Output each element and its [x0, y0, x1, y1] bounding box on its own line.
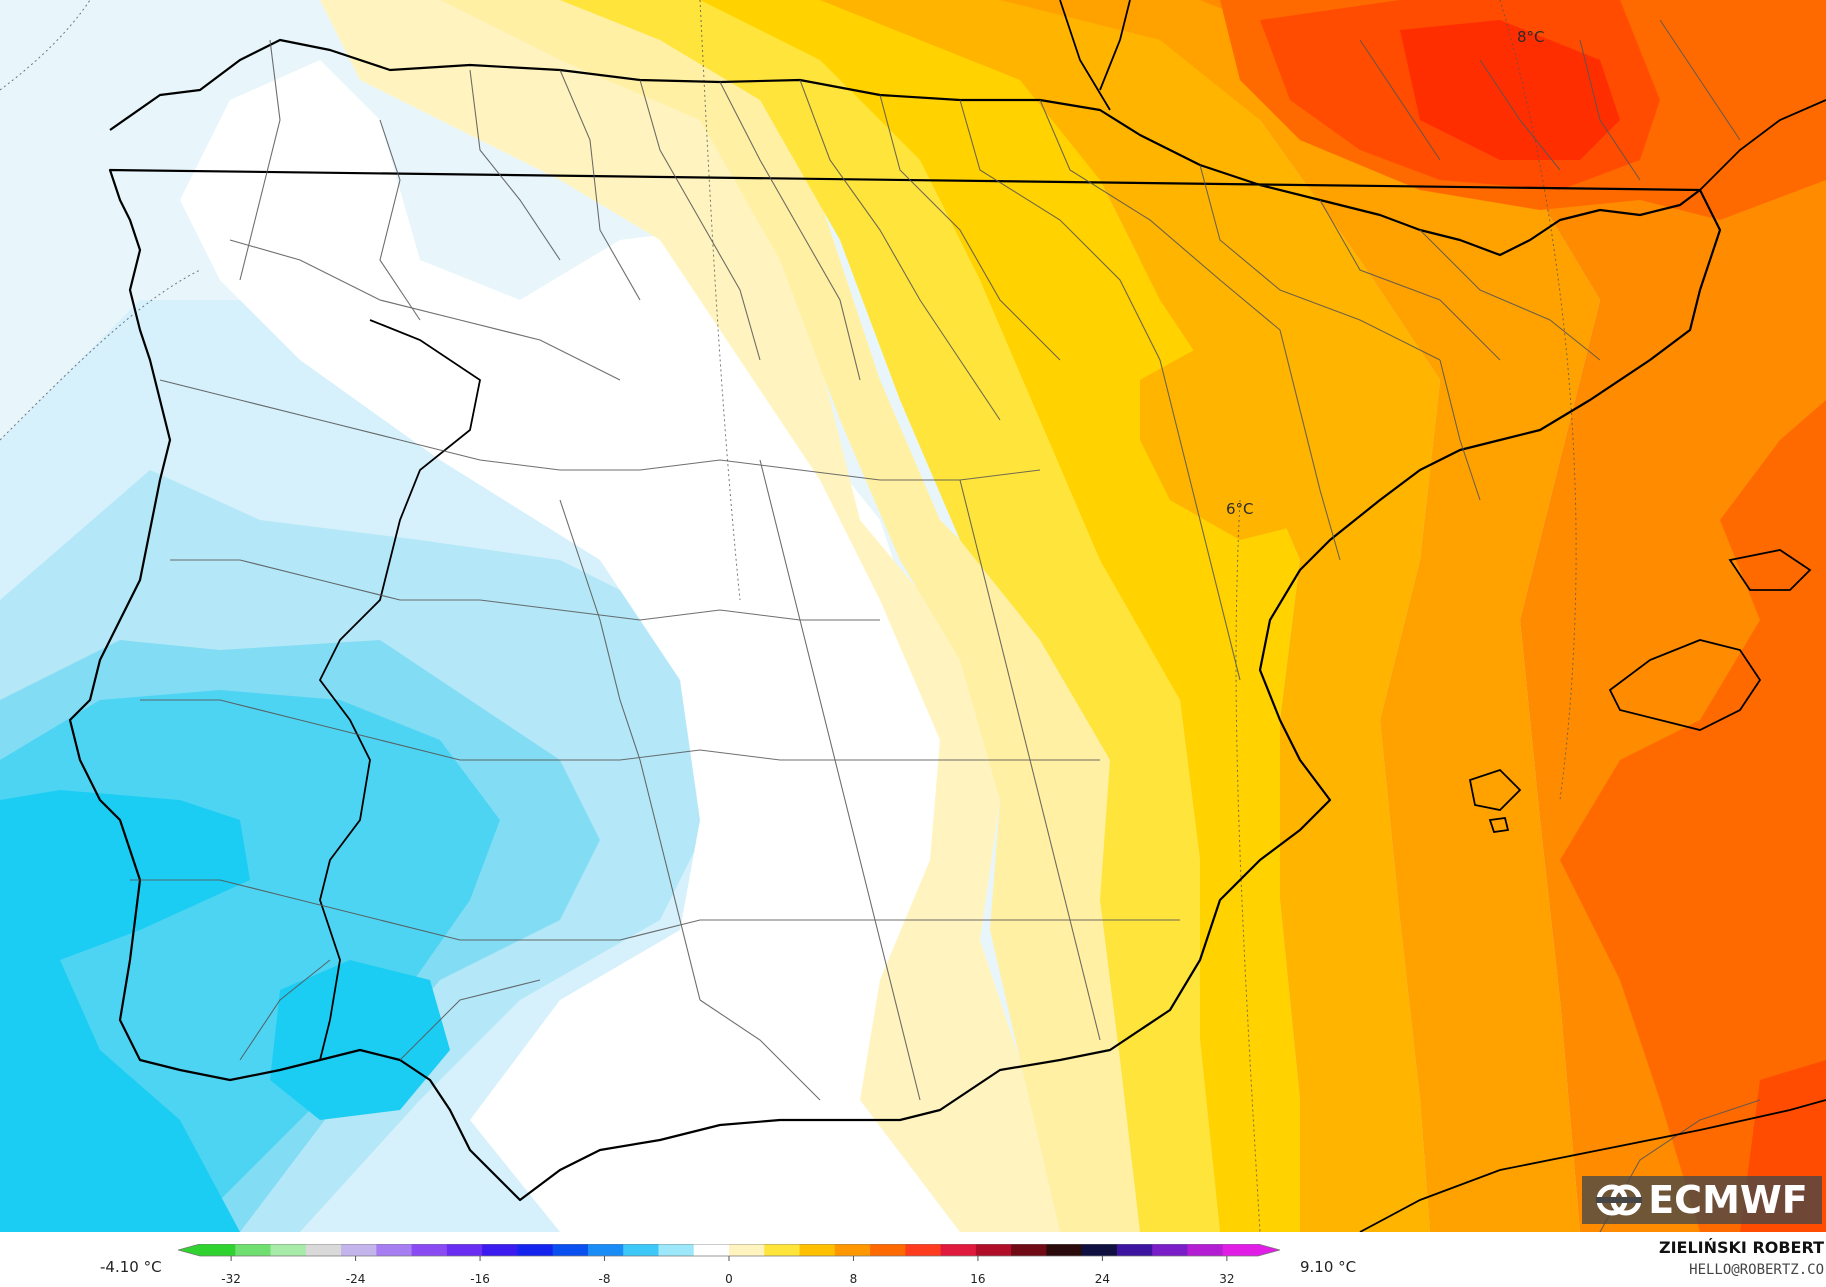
scale-segment [693, 1244, 730, 1256]
scale-segment [905, 1244, 942, 1256]
contour-label-6c: 6°C [1226, 500, 1254, 518]
zone-amber-core [1140, 330, 1360, 540]
zone-deep-blue-south [270, 960, 450, 1120]
ecmwf-logo-text: ECMWF [1648, 1178, 1808, 1222]
scale-tick-label: -8 [598, 1272, 611, 1286]
zone-orange-light [1000, 0, 1600, 1232]
scale-segment [552, 1244, 589, 1256]
zone-deep-blue [0, 790, 250, 1232]
scale-segment [658, 1244, 695, 1256]
scale-outline [178, 1244, 1280, 1257]
scale-segment [482, 1244, 518, 1256]
scale-segment [1011, 1244, 1047, 1256]
scale-tick-label: -16 [470, 1272, 490, 1286]
balearic-islands [1468, 549, 1812, 833]
color-scale-bar [178, 1244, 1280, 1261]
scale-arrow-left [178, 1244, 200, 1256]
scale-tick-label: 32 [1219, 1272, 1235, 1286]
scale-segment [940, 1244, 977, 1256]
scale-tick-label: -32 [221, 1272, 241, 1286]
scale-segment [623, 1244, 659, 1256]
scale-segment [1116, 1244, 1153, 1256]
scale-tick-label: 24 [1094, 1272, 1111, 1286]
zone-amber [820, 0, 1440, 1232]
legend-min-label: -4.10 °C [100, 1258, 162, 1276]
author-credit: ZIELIŃSKI ROBERT [1658, 1238, 1824, 1257]
temperature-map: 8°C 6°C ECMWF [0, 0, 1826, 1232]
scale-segment [1046, 1244, 1083, 1256]
scale-tick-label: 16 [970, 1272, 986, 1286]
scale-segment [587, 1244, 624, 1256]
scale-segment [411, 1244, 448, 1256]
scale-segment [235, 1244, 272, 1256]
scale-segment [305, 1244, 342, 1256]
scale-segment [200, 1244, 236, 1256]
scale-segment [1152, 1244, 1188, 1256]
contour-lines [0, 0, 1577, 1232]
zone-gold [700, 0, 1300, 1232]
map-canvas [0, 0, 1826, 1232]
scale-segment [870, 1244, 906, 1256]
scale-segment [517, 1244, 554, 1256]
zone-orange-dark-east [1560, 400, 1826, 1232]
scale-segment [376, 1244, 413, 1256]
international-borders [318, 0, 1131, 1061]
scale-segment [341, 1244, 377, 1256]
scale-segment [834, 1244, 871, 1256]
scale-segment [1187, 1244, 1224, 1256]
scale-tick-label: 8 [849, 1272, 858, 1286]
scale-segment [799, 1244, 836, 1256]
province-borders [130, 19, 1761, 1232]
ecmwf-logo: ECMWF [1582, 1176, 1822, 1224]
scale-segment [1081, 1244, 1118, 1256]
scale-segment [446, 1244, 483, 1256]
ecmwf-logo-icon [1596, 1184, 1643, 1216]
scale-segment [729, 1244, 765, 1256]
legend-max-label: 9.10 °C [1300, 1258, 1357, 1276]
legend-footer [0, 1232, 1826, 1287]
scale-segment [975, 1244, 1012, 1256]
zone-light-yellow [440, 0, 1140, 1232]
scale-arrow-right [1258, 1244, 1280, 1256]
zone-pale-yellow [320, 0, 1060, 1232]
author-email: HELLO@ROBERTZ.CO [1689, 1262, 1824, 1278]
scale-segment [270, 1244, 307, 1256]
scale-segment [1222, 1244, 1259, 1256]
scale-segment [764, 1244, 801, 1256]
contour-label-8c: 8°C [1517, 28, 1545, 46]
southern-france-coast [1359, 99, 1826, 1232]
scale-tick-label: -24 [345, 1272, 366, 1286]
zone-red [1400, 20, 1620, 160]
scale-tick-label: 0 [725, 1272, 733, 1286]
iberia-coastline [68, 38, 1722, 1202]
